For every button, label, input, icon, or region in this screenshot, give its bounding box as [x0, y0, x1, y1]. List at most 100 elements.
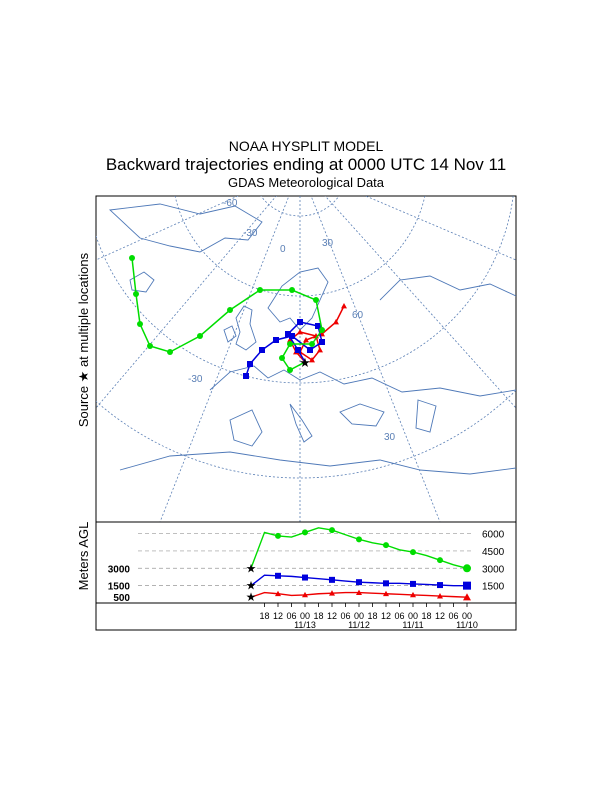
britain-coast [235, 305, 257, 351]
x-tick-label: 18 [313, 611, 323, 621]
source-star: ★ [246, 579, 257, 593]
height-series-1: ★ [246, 572, 471, 593]
height-point [137, 321, 143, 327]
height-point [133, 291, 139, 297]
height-point [309, 341, 315, 347]
y-tick-label-right: 1500 [482, 582, 505, 593]
map-trajectory-1 [243, 319, 325, 379]
graticule-label: 30 [322, 238, 334, 249]
height-point [259, 347, 265, 353]
height-point [275, 572, 281, 579]
x-tick-label: 00 [300, 611, 310, 621]
map-source-star: ★ [299, 355, 311, 370]
height-point [303, 337, 309, 343]
x-tick-label: 18 [421, 611, 431, 621]
x-tick-label: 18 [259, 611, 269, 621]
meridian [324, 196, 516, 409]
meridian [364, 196, 516, 261]
height-point [383, 580, 389, 587]
x-tick-label: 18 [367, 611, 377, 621]
model-title: NOAA HYSPLIT MODEL [228, 138, 384, 154]
height-point [437, 593, 443, 599]
x-tick-label: 12 [273, 611, 283, 621]
scandinavia-coast [267, 267, 329, 331]
height-point [313, 297, 319, 303]
height-point [289, 287, 295, 293]
x-tick-label: 06 [286, 611, 296, 621]
height-point [410, 591, 416, 598]
x-date-label: 11/11 [402, 620, 423, 630]
x-tick-label: 12 [381, 611, 391, 621]
italy-coast [289, 403, 313, 443]
map-frame [95, 195, 517, 523]
height-point [319, 327, 325, 333]
y-tick-label-right: 3000 [482, 564, 505, 575]
height-point [319, 339, 325, 345]
greenland-coast [108, 203, 263, 253]
height-point [329, 576, 335, 583]
x-date-label: 11/10 [456, 620, 478, 630]
height-point [302, 574, 308, 581]
height-panel: ★★★ 3000 1500 500 6000 4500 3000 1500 18… [76, 521, 517, 631]
x-tick-label: 12 [435, 611, 445, 621]
height-point [287, 341, 293, 347]
iberia-coast [229, 409, 263, 447]
height-point [329, 527, 335, 534]
height-point [273, 337, 279, 343]
graticule-label: 0 [280, 244, 286, 255]
height-point [167, 349, 173, 355]
y-tick-label-right: 6000 [482, 530, 505, 541]
height-point [287, 367, 293, 373]
ireland-coast [223, 325, 237, 343]
map-panel: -60 -30 0 30 60 -30 30 ★ Source ★ at mul… [76, 195, 517, 523]
height-point [317, 347, 323, 353]
height-point [463, 581, 471, 590]
height-point [275, 590, 281, 597]
height-point [356, 579, 362, 586]
black-sea-coast [339, 403, 385, 427]
height-point [279, 355, 285, 361]
height-point [410, 580, 416, 587]
x-date-label: 11/13 [294, 620, 316, 630]
right-height-labels: 6000 4500 3000 1500 [482, 530, 505, 593]
height-point [437, 582, 443, 589]
x-tick-label: 06 [448, 611, 458, 621]
source-star: ★ [246, 590, 257, 604]
y-axis-label: Meters AGL [76, 522, 91, 591]
height-point [257, 287, 263, 293]
graticule-label: -30 [188, 374, 203, 385]
y-tick-label-right: 4500 [482, 547, 505, 558]
height-point [463, 593, 471, 601]
height-point [356, 536, 362, 543]
height-point [227, 307, 233, 313]
x-tick-label: 06 [340, 611, 350, 621]
height-point [333, 319, 339, 325]
height-point [383, 542, 389, 549]
height-point [410, 549, 416, 556]
height-point [309, 357, 315, 363]
meridian [96, 196, 277, 409]
height-series-0: ★ [246, 589, 471, 604]
map-trajectory-line [131, 257, 323, 371]
height-point [147, 343, 153, 349]
source-star: ★ [246, 561, 257, 575]
europe-coast [209, 365, 516, 397]
height-point [356, 589, 362, 595]
source-label: Source ★ at multiple locations [76, 252, 91, 427]
height-point [287, 337, 293, 343]
graticule-label: -30 [243, 228, 258, 239]
height-point [243, 373, 249, 379]
meridian [159, 196, 290, 522]
height-point [297, 319, 303, 325]
met-title: GDAS Meteorological Data [227, 175, 385, 190]
height-point [302, 529, 308, 536]
caspian-coast [415, 399, 437, 433]
height-point [383, 590, 389, 597]
graticule-label: -60 [223, 198, 238, 209]
x-tick-label: 12 [327, 611, 337, 621]
x-tick-label: 00 [408, 611, 418, 621]
height-series-2: ★ [246, 527, 471, 575]
map-trajectories: ★ [129, 255, 347, 379]
